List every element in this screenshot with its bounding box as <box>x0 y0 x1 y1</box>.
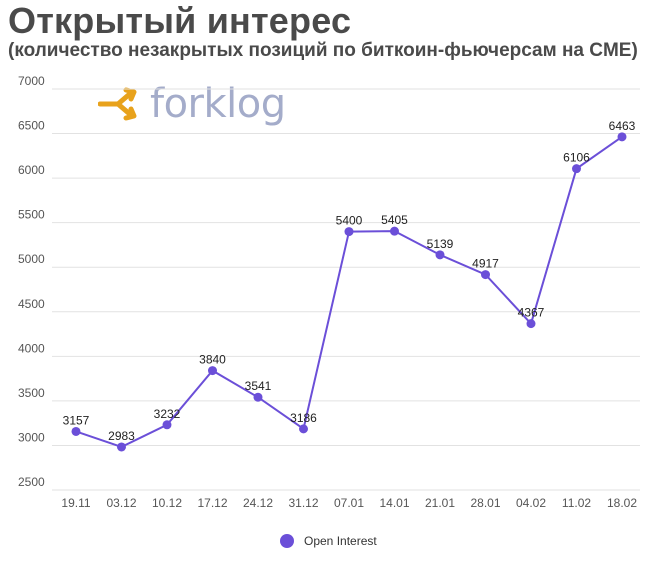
data-label: 3157 <box>63 413 90 427</box>
y-tick-label: 2500 <box>18 475 45 489</box>
data-label: 4367 <box>518 306 545 320</box>
forklog-logo: forklog <box>98 84 286 124</box>
data-point <box>71 426 81 436</box>
data-point <box>390 226 399 236</box>
data-point <box>162 420 172 430</box>
data-label: 2983 <box>108 429 135 443</box>
data-point <box>481 270 490 280</box>
data-point <box>208 366 217 376</box>
data-point <box>253 392 263 402</box>
x-tick-label: 10.12 <box>152 496 182 510</box>
chart-subtitle: (количество незакрытых позиций по биткои… <box>8 40 638 61</box>
data-point <box>572 164 581 174</box>
x-tick-label: 31.12 <box>288 496 318 510</box>
data-label: 3186 <box>290 411 317 425</box>
data-label: 3232 <box>154 407 181 421</box>
x-tick-label: 28.01 <box>470 496 500 510</box>
data-label: 5139 <box>427 237 454 251</box>
logo-text: forklog <box>150 81 286 127</box>
x-tick-label: 04.02 <box>516 496 546 510</box>
x-tick-label: 17.12 <box>197 496 227 510</box>
x-tick-label: 07.01 <box>334 496 364 510</box>
data-label: 6463 <box>609 119 636 133</box>
forklog-arrow-icon <box>98 87 137 121</box>
data-label: 5400 <box>336 214 363 228</box>
legend-marker <box>280 534 294 548</box>
x-tick-label: 14.01 <box>379 496 409 510</box>
y-tick-label: 3500 <box>18 386 45 400</box>
x-tick-label: 18.02 <box>607 496 637 510</box>
x-tick-label: 19.11 <box>61 496 90 510</box>
x-tick-label: 21.01 <box>425 496 455 510</box>
y-tick-label: 4500 <box>18 297 45 311</box>
data-label: 6106 <box>563 151 590 165</box>
data-point <box>299 424 308 434</box>
y-tick-label: 6000 <box>18 163 45 177</box>
y-tick-label: 5500 <box>18 208 45 222</box>
data-label: 3541 <box>245 379 272 393</box>
legend-label: Open Interest <box>304 534 377 548</box>
data-point <box>117 442 126 452</box>
y-tick-label: 6500 <box>18 119 45 133</box>
data-point <box>526 319 536 329</box>
chart-title: Открытый интерес <box>8 0 352 41</box>
y-tick-label: 5000 <box>18 252 45 266</box>
data-point <box>617 132 627 142</box>
x-tick-label: 11.02 <box>562 496 591 510</box>
y-tick-label: 7000 <box>18 74 45 88</box>
data-label: 3840 <box>199 353 226 367</box>
x-tick-label: 03.12 <box>106 496 136 510</box>
data-label: 4917 <box>472 257 499 271</box>
data-point <box>344 227 354 237</box>
y-tick-label: 4000 <box>18 341 45 355</box>
data-point <box>435 250 445 260</box>
legend: Open Interest <box>280 534 377 548</box>
data-label: 5405 <box>381 213 408 227</box>
y-tick-label: 3000 <box>18 430 45 444</box>
x-tick-label: 24.12 <box>243 496 273 510</box>
